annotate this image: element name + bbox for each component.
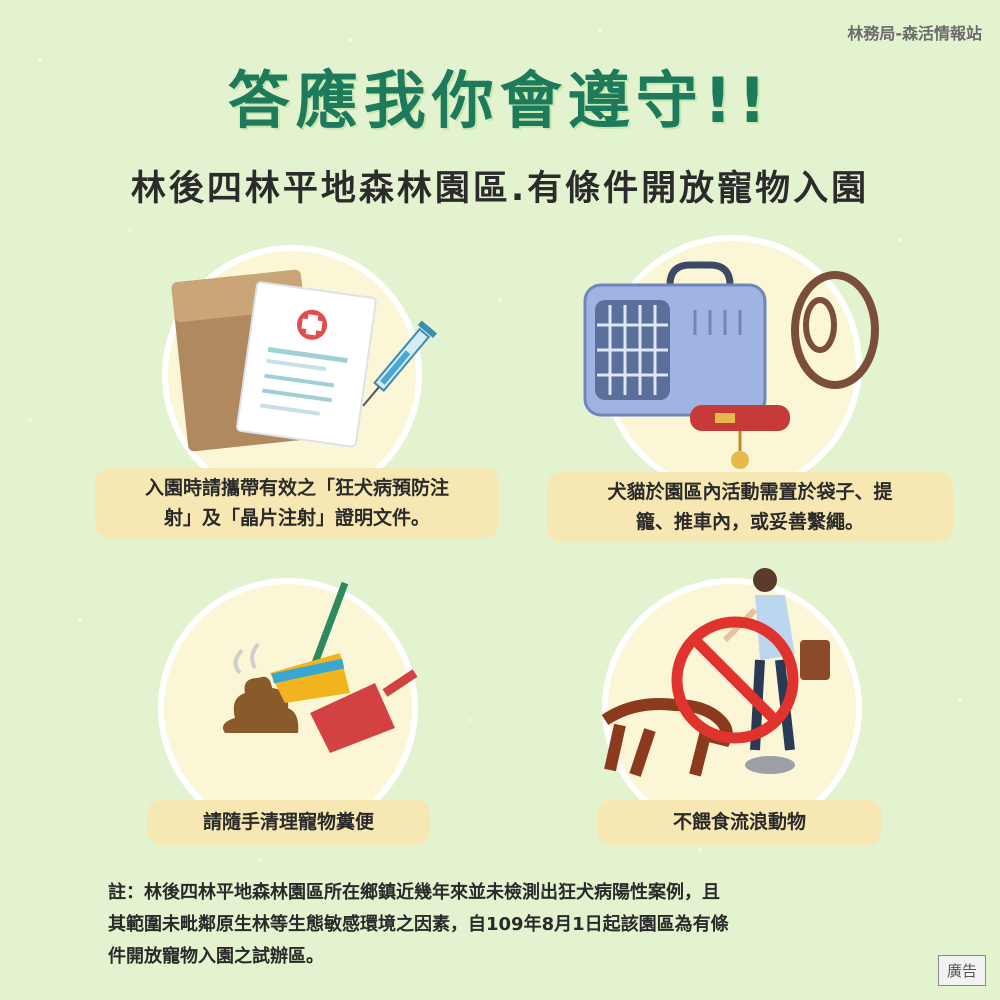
pet-carrier-leash-icon — [583, 261, 879, 469]
rule-caption-4-line1: 不餵食流浪動物 — [672, 811, 806, 833]
poop-broom-dustpan-icon — [222, 581, 418, 753]
vaccine-document-icon — [171, 269, 437, 452]
rule-caption-3-line1: 請隨手清理寵物糞便 — [202, 811, 374, 833]
main-title: 答應我你會遵守!! — [227, 64, 773, 137]
footnote-line-2: 其範圍未毗鄰原生林等生態敏感環境之因素，自109年8月1日起該園區為有條 — [108, 914, 729, 935]
rule-caption-1: 入園時請攜帶有效之「狂犬病預防注 射」及「晶片注射」證明文件。 — [95, 468, 499, 538]
rule-caption-1-line2: 射」及「晶片注射」證明文件。 — [163, 507, 430, 529]
footnote-line-1: 註：林後四林平地森林園區所在鄉鎮近幾年來並未檢測出狂犬病陽性案例，且 — [108, 882, 720, 903]
rule-caption-2-line2: 籠、推車內，或妥善繫繩。 — [635, 511, 864, 533]
source-label: 林務局-森活情報站 — [847, 24, 982, 43]
rule-caption-2-line1: 犬貓於園區內活動需置於袋子、提 — [607, 481, 893, 503]
rule-caption-3: 請隨手清理寵物糞便 — [147, 800, 430, 845]
no-feeding-stray-icon — [601, 568, 830, 777]
rule-caption-1-line1: 入園時請攜帶有效之「狂犬病預防注 — [144, 477, 449, 499]
ad-badge[interactable]: 廣告 — [937, 955, 986, 986]
footnote: 註：林後四林平地森林園區所在鄉鎮近幾年來並未檢測出狂犬病陽性案例，且 其範圍未毗… — [108, 877, 898, 973]
rule-caption-2: 犬貓於園區內活動需置於袋子、提 籠、推車內，或妥善繫繩。 — [547, 472, 953, 542]
rule-caption-4: 不餵食流浪動物 — [597, 800, 882, 845]
subtitle: 林後四林平地森林園區.有條件開放寵物入園 — [130, 169, 870, 209]
footnote-line-3: 件開放寵物入園之試辦區。 — [108, 946, 324, 967]
